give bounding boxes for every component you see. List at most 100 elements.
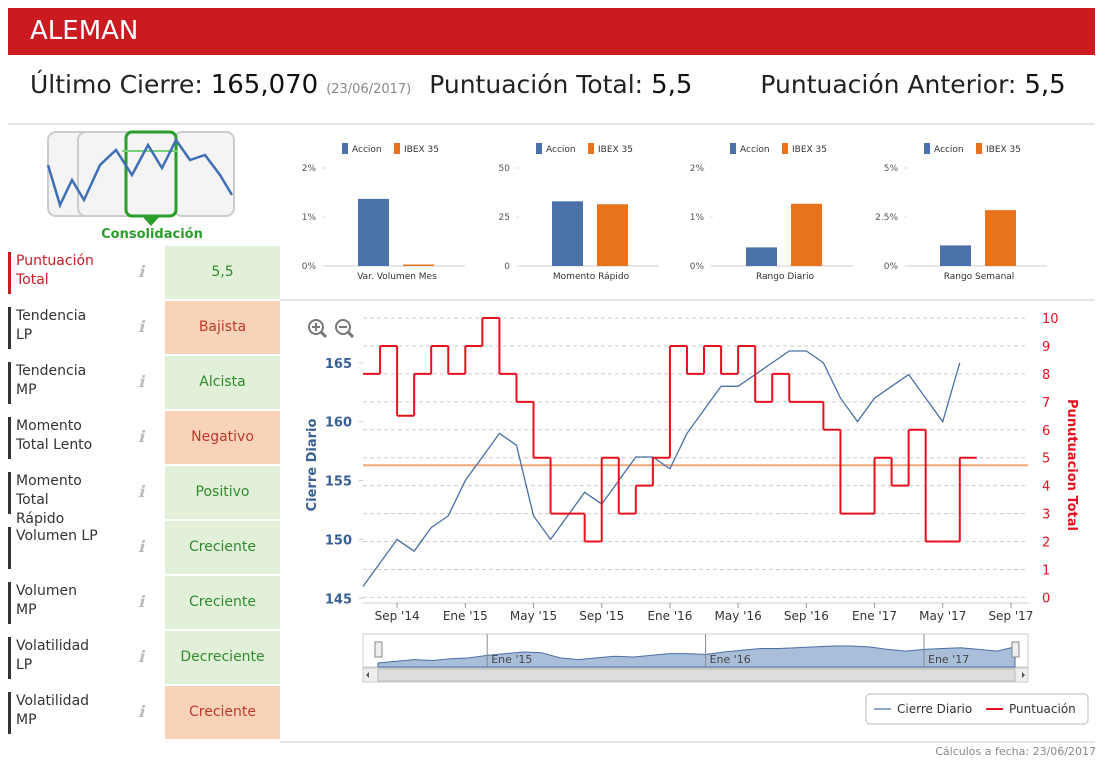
y-tick-label: 25 <box>499 213 510 223</box>
navigator-handle <box>374 641 383 658</box>
bar <box>597 204 628 266</box>
x-tick-label: Sep '15 <box>579 609 624 623</box>
y2-tick-label: 7 <box>1042 396 1050 411</box>
indicator-value: Creciente <box>165 521 280 574</box>
x-tick-label: May '17 <box>919 609 966 623</box>
bar <box>403 264 434 266</box>
y-tick-label: 1% <box>690 213 705 223</box>
x-tick-label: Ene '17 <box>852 609 897 623</box>
y2-tick-label: 10 <box>1042 312 1059 327</box>
pattern-label: Consolidación <box>101 227 203 242</box>
x-tick-label: May '15 <box>510 609 557 623</box>
y-tick-label: 50 <box>499 164 511 174</box>
indicator-row: Volatilidad MP ℹ Creciente <box>8 686 280 739</box>
y-tick-label: 0 <box>504 262 510 272</box>
bar <box>746 247 777 266</box>
y-tick-label: 160 <box>325 416 352 431</box>
indicator-label: Momento Total Lento <box>8 417 101 459</box>
summary: Último Cierre: 165,070 (23/06/2017) Punt… <box>30 70 1066 100</box>
bar <box>552 201 583 266</box>
indicator-label: Volatilidad LP <box>8 637 101 679</box>
line <box>362 350 961 587</box>
value: 5,5 <box>1024 70 1066 100</box>
info-icon[interactable]: ℹ <box>138 262 145 281</box>
legend-label: Puntuación <box>1009 702 1076 716</box>
y2-tick-label: 3 <box>1042 508 1050 523</box>
legend-label: Cierre Diario <box>897 702 972 716</box>
indicator-value: Negativo <box>165 411 280 464</box>
y-tick-label: 155 <box>325 475 352 490</box>
bar <box>358 198 389 266</box>
x-tick-label: Ene '16 <box>647 609 692 623</box>
indicator-row: Momento Total Lento ℹ Negativo <box>8 411 280 464</box>
info-icon[interactable]: ℹ <box>138 317 145 336</box>
info-icon[interactable]: ℹ <box>138 592 145 611</box>
header-title: ALEMAN <box>8 8 1095 55</box>
legend-swatch <box>536 143 542 154</box>
y2-tick-label: 8 <box>1042 368 1050 383</box>
indicator-row: Tendencia LP ℹ Bajista <box>8 301 280 354</box>
x-tick-label: Rango Semanal <box>944 272 1015 282</box>
legend-label: Accion <box>546 145 576 155</box>
x-tick-label: Momento Rápido <box>553 272 630 282</box>
indicator-row: Volumen MP ℹ Creciente <box>8 576 280 629</box>
y-tick-label: 0% <box>884 262 899 272</box>
indicator-row: Puntuación Total ℹ 5,5 <box>8 246 280 299</box>
info-icon[interactable]: ℹ <box>138 372 145 391</box>
info-icon[interactable]: ℹ <box>138 702 145 721</box>
bar <box>985 210 1016 266</box>
info-icon[interactable]: ℹ <box>138 647 145 666</box>
y-tick-label: 145 <box>325 592 352 607</box>
zoom-controls[interactable] <box>308 319 355 339</box>
legend-label: Accion <box>740 145 770 155</box>
legend-box <box>865 693 1089 725</box>
indicator-row: Tendencia MP ℹ Alcista <box>8 356 280 409</box>
footer: Cálculos a fecha: 23/06/2017 <box>935 745 1096 758</box>
y2-tick-label: 4 <box>1042 480 1050 495</box>
indicator-row: Volatilidad LP ℹ Decreciente <box>8 631 280 684</box>
indicator-value: 5,5 <box>165 246 280 299</box>
y-tick-label: 2% <box>690 164 705 174</box>
indicator-label: Tendencia LP <box>8 307 101 349</box>
bar <box>940 245 971 266</box>
indicator-label: Puntuación Total <box>8 252 101 294</box>
value: 5,5 <box>651 70 693 100</box>
y-tick-label: 0% <box>690 262 705 272</box>
legend-label: IBEX 35 <box>792 145 827 155</box>
y-tick-label: 1% <box>302 213 317 223</box>
info-icon[interactable]: ℹ <box>138 427 145 446</box>
info-icon[interactable]: ℹ <box>138 482 145 501</box>
indicator-value: Alcista <box>165 356 280 409</box>
legend-swatch <box>730 143 736 154</box>
legend-label: IBEX 35 <box>598 145 633 155</box>
x-tick-label: Rango Diario <box>756 272 815 282</box>
legend-swatch <box>588 143 594 154</box>
indicator-label: Volumen LP <box>8 527 101 569</box>
y-axis-label: Cierre Diario <box>305 419 320 512</box>
info-icon[interactable]: ℹ <box>138 537 145 556</box>
navigator-label: Ene '17 <box>928 653 969 666</box>
y-tick-label: 2.5% <box>875 213 898 223</box>
x-tick-label: Sep '16 <box>784 609 829 623</box>
indicator-value: Creciente <box>165 686 280 739</box>
indicator-row: Momento Total Rápido ℹ Positivo <box>8 466 280 527</box>
y-tick-label: 2% <box>302 164 317 174</box>
indicator-label: Volatilidad MP <box>8 692 101 734</box>
navigator-label: Ene '16 <box>710 653 751 666</box>
y-tick-label: 150 <box>325 533 352 548</box>
indicator-value: Creciente <box>165 576 280 629</box>
y2-tick-label: 1 <box>1042 563 1050 578</box>
legend-swatch <box>782 143 788 154</box>
y2-tick-label: 0 <box>1042 591 1050 606</box>
legend-swatch <box>976 143 982 154</box>
scrollbar[interactable] <box>362 667 1029 683</box>
legend-label: Accion <box>934 145 964 155</box>
x-tick-label: May '16 <box>715 609 762 623</box>
legend-label: IBEX 35 <box>404 145 439 155</box>
y2-tick-label: 5 <box>1042 452 1050 467</box>
indicator-label: Momento Total Rápido <box>8 472 101 527</box>
x-tick-label: Sep '14 <box>375 609 420 623</box>
label: Último Cierre: <box>30 70 203 99</box>
